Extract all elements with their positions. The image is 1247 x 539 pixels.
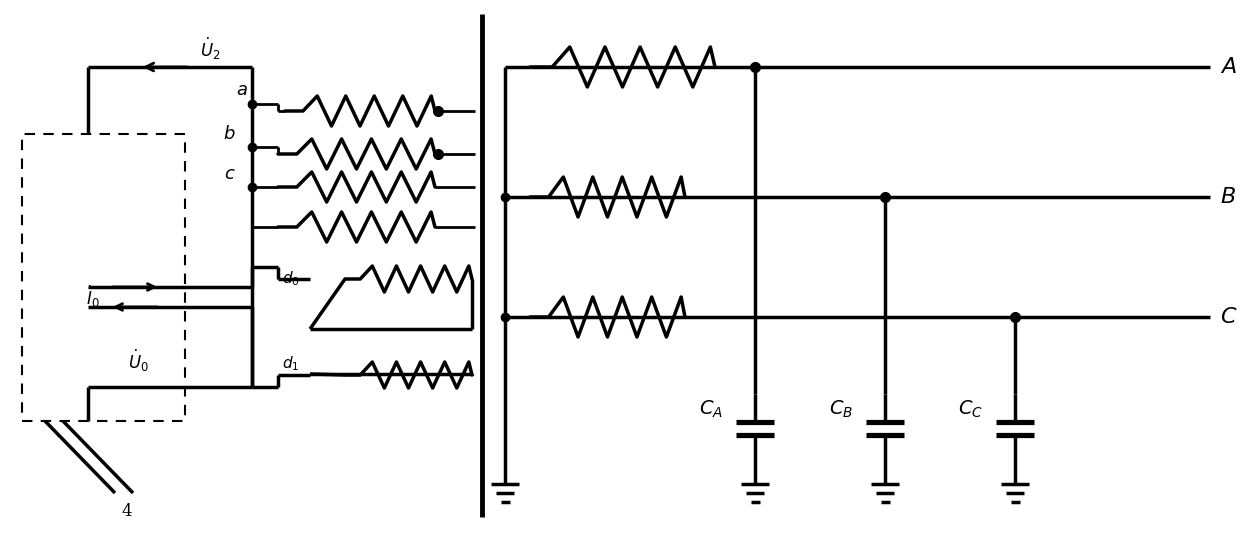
Text: $B$: $B$ [1220, 186, 1236, 208]
Text: $\dot{U}_0$: $\dot{U}_0$ [127, 348, 148, 374]
Text: $C$: $C$ [1220, 306, 1237, 328]
Text: $\dot{I}_0$: $\dot{I}_0$ [86, 284, 100, 310]
Bar [22, 134, 185, 421]
Text: $\dot{U}_2$: $\dot{U}_2$ [200, 36, 221, 62]
Text: $C_A$: $C_A$ [700, 399, 723, 420]
Text: $A$: $A$ [1220, 56, 1237, 78]
Text: $d_0$: $d_0$ [282, 269, 299, 288]
Text: $b$: $b$ [223, 125, 236, 143]
Text: 4: 4 [122, 503, 132, 520]
Text: $d_1$: $d_1$ [282, 354, 299, 373]
Text: $a$: $a$ [236, 81, 248, 99]
Text: $C_C$: $C_C$ [958, 399, 983, 420]
Text: $C_B$: $C_B$ [829, 399, 853, 420]
Text: $c$: $c$ [224, 165, 236, 183]
